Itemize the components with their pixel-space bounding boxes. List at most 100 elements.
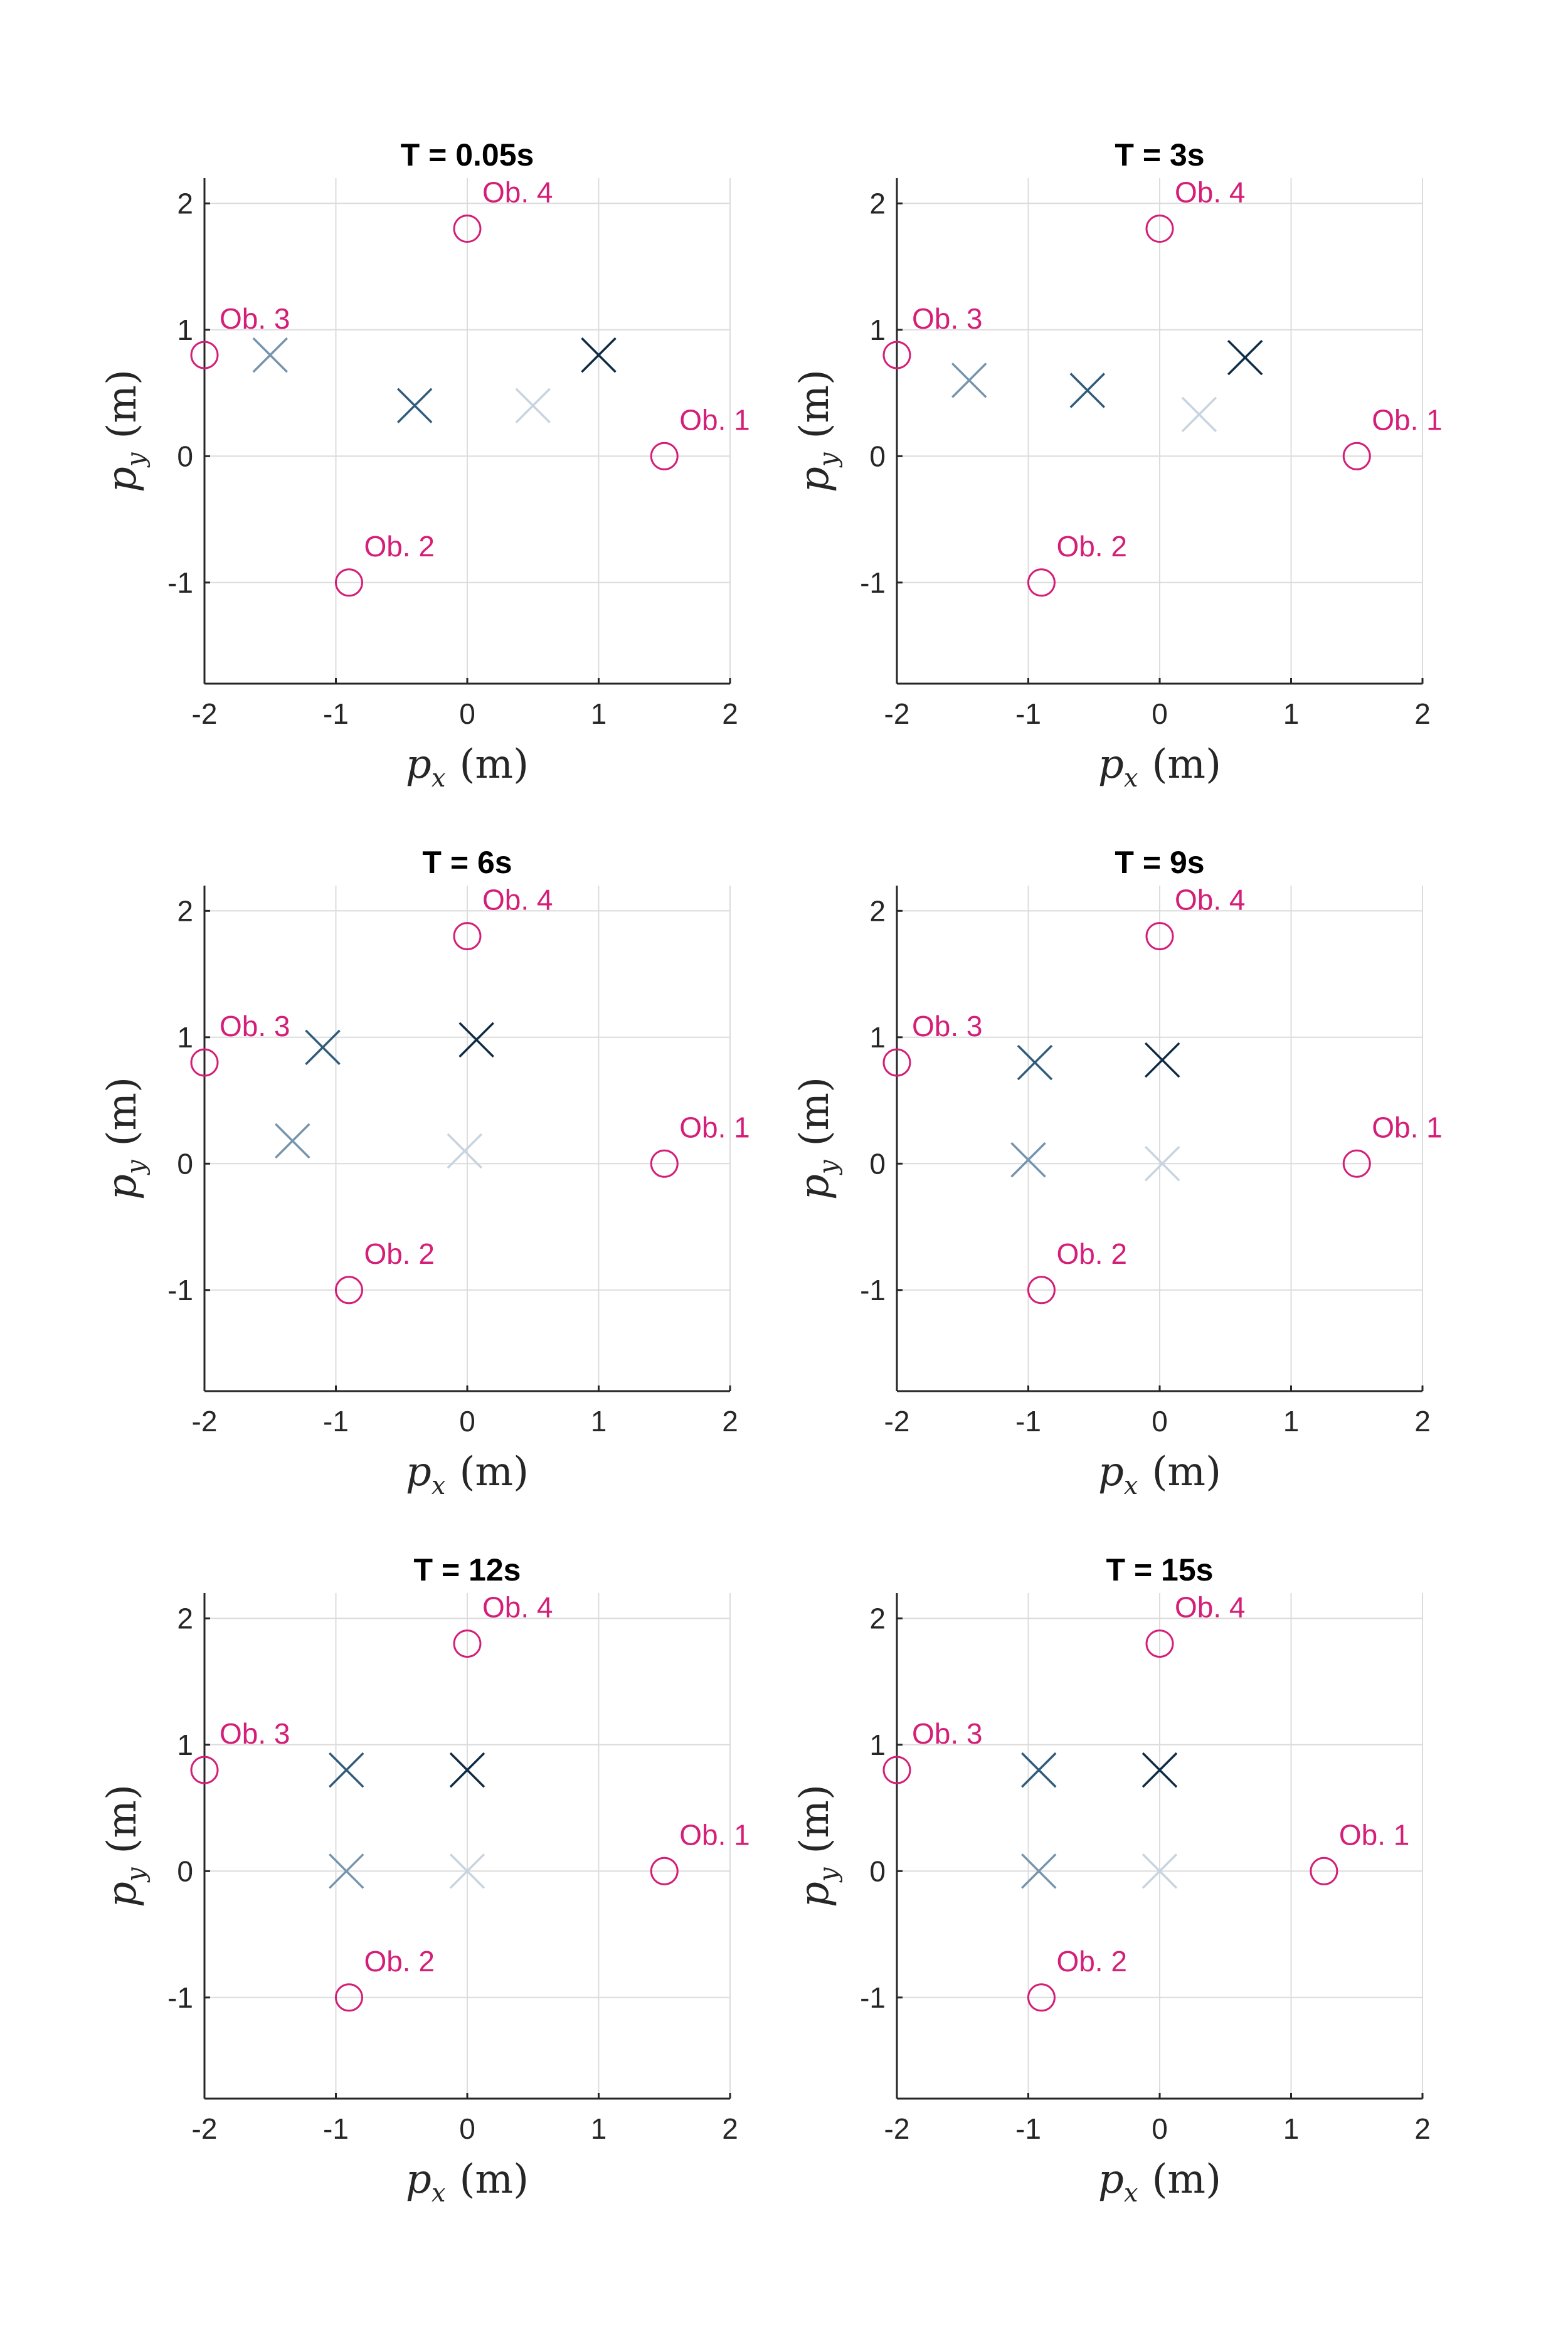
- y-tick-label: 2: [869, 894, 886, 927]
- x-tick-label: 0: [459, 697, 475, 730]
- panel-title: T = 3s: [1115, 137, 1204, 172]
- agent-marker-3: [275, 1123, 310, 1159]
- obstacle-label: Ob. 4: [1175, 176, 1246, 209]
- chart-panel-1: -2 -1 0 1 2 -1 0 1 2 T = 0.05s px (m) py(m) Ob. 1 Ob. …: [99, 137, 750, 793]
- agent-marker-stroke: [275, 1123, 310, 1159]
- agent-marker-2: [1069, 373, 1106, 408]
- agent-marker-stroke: [458, 1022, 494, 1058]
- panel-title: T = 9s: [1115, 845, 1204, 880]
- chart-panel-4: -2 -1 0 1 2 -1 0 1 2 T = 9s px (m) py(m) Ob. 1 Ob. 2 Ob…: [792, 845, 1443, 1500]
- obstacle-marker: [650, 442, 679, 470]
- x-tick-label: 0: [459, 2112, 475, 2145]
- y-tick-label: 2: [177, 1602, 193, 1634]
- obstacle-marker: [453, 922, 482, 951]
- obstacle-marker: [1145, 215, 1174, 243]
- x-tick-label: -1: [1015, 1405, 1041, 1438]
- panel-title: T = 0.05s: [401, 137, 534, 172]
- agent-marker-stroke: [305, 1029, 341, 1066]
- agent-marker-stroke: [1142, 1752, 1178, 1788]
- agent-marker-stroke: [581, 337, 617, 373]
- y-tick-label: 2: [177, 894, 193, 927]
- obstacle-label: Ob. 3: [912, 1010, 983, 1042]
- obstacle-label: Ob. 2: [1056, 1237, 1127, 1270]
- agent-marker-4: [1142, 1853, 1178, 1889]
- agent-marker-stroke: [1181, 396, 1217, 433]
- x-tick-label: -2: [192, 2112, 218, 2145]
- y-tick-label: 1: [177, 1729, 193, 1761]
- agent-marker-stroke: [1069, 373, 1106, 408]
- x-tick-label: 0: [1152, 1405, 1168, 1438]
- agent-marker-stroke: [1021, 1752, 1057, 1788]
- x-tick-label: -2: [192, 697, 218, 730]
- obstacle-marker: [334, 1983, 363, 2012]
- y-tick-label: 0: [869, 1855, 886, 1887]
- obstacle-marker: [190, 341, 219, 369]
- y-tick-label: -1: [167, 566, 193, 599]
- obstacle-label: Ob. 1: [679, 1818, 750, 1851]
- y-axis-label: py(m): [99, 1077, 151, 1200]
- agent-marker-1: [1227, 339, 1263, 376]
- y-tick-label: -1: [167, 1981, 193, 2014]
- agent-marker-stroke: [449, 1752, 485, 1788]
- obstacle-marker: [882, 1048, 911, 1077]
- y-axis-label: py(m): [792, 1077, 843, 1200]
- chart-panel-6: -2 -1 0 1 2 -1 0 1 2 T = 15s px (m) py(m) Ob. 1 Ob. 2 O…: [792, 1552, 1431, 2208]
- y-tick-label: 1: [177, 314, 193, 346]
- x-tick-label: -1: [1015, 697, 1041, 730]
- obstacle-marker: [1145, 922, 1174, 951]
- obstacle-label: Ob. 3: [220, 302, 290, 335]
- obstacle-label: Ob. 1: [1372, 1111, 1443, 1143]
- x-tick-label: 2: [722, 2112, 738, 2145]
- agent-marker-4: [1181, 396, 1217, 433]
- obstacle-marker: [453, 215, 482, 243]
- obstacle-label: Ob. 1: [1372, 403, 1443, 436]
- panel-title: T = 6s: [422, 845, 512, 880]
- obstacle-label: Ob. 3: [912, 1717, 983, 1750]
- obstacle-label: Ob. 4: [1175, 1591, 1246, 1624]
- agent-marker-4: [449, 1853, 485, 1889]
- agent-marker-stroke: [447, 1133, 483, 1169]
- panel-title: T = 12s: [414, 1552, 521, 1587]
- agent-marker-stroke: [1144, 1042, 1180, 1078]
- obstacle-label: Ob. 2: [364, 530, 435, 563]
- obstacle-marker: [882, 1756, 911, 1784]
- agent-marker-stroke: [1227, 339, 1263, 376]
- agent-marker-stroke: [1144, 1146, 1180, 1182]
- x-tick-label: 0: [1152, 697, 1168, 730]
- obstacle-label: Ob. 3: [220, 1717, 290, 1750]
- agent-marker-3: [329, 1853, 364, 1889]
- x-tick-label: 0: [1152, 2112, 1168, 2145]
- y-axis-label: py(m): [99, 1784, 151, 1907]
- obstacle-label: Ob. 4: [1175, 884, 1246, 916]
- y-tick-label: -1: [167, 1274, 193, 1306]
- obstacle-marker: [882, 341, 911, 369]
- x-tick-label: 2: [1414, 1405, 1431, 1438]
- agent-marker-stroke: [396, 388, 433, 423]
- agent-marker-stroke: [515, 388, 551, 423]
- obstacle-label: Ob. 1: [1339, 1818, 1410, 1851]
- x-axis-label: px (m): [406, 741, 529, 793]
- obstacle-marker: [1342, 1149, 1371, 1178]
- y-axis-label: py(m): [792, 1784, 843, 1907]
- obstacle-marker: [334, 1276, 363, 1305]
- agent-marker-stroke: [951, 363, 987, 398]
- x-tick-label: 1: [1283, 2112, 1300, 2145]
- obstacle-marker: [1342, 442, 1371, 470]
- y-tick-label: 2: [869, 1602, 886, 1634]
- x-tick-label: 1: [591, 697, 607, 730]
- y-tick-label: -1: [860, 1274, 886, 1306]
- obstacle-label: Ob. 3: [220, 1010, 290, 1042]
- x-axis-label: px (m): [1098, 741, 1221, 793]
- chart-panel-3: -2 -1 0 1 2 -1 0 1 2 T = 6s px (m) py(m) Ob. 1 Ob. 2 Ob…: [99, 845, 750, 1500]
- agent-marker-1: [1144, 1042, 1180, 1078]
- y-tick-label: 2: [869, 187, 886, 220]
- obstacle-marker: [190, 1756, 219, 1784]
- obstacle-marker: [1310, 1857, 1338, 1885]
- y-tick-label: 0: [177, 440, 193, 472]
- x-tick-label: 2: [722, 697, 738, 730]
- x-axis-label: px (m): [406, 1449, 529, 1500]
- x-axis-label: px (m): [1098, 2156, 1221, 2208]
- obstacle-label: Ob. 2: [1056, 1945, 1127, 1978]
- agent-marker-3: [1010, 1142, 1046, 1178]
- x-tick-label: 2: [722, 1405, 738, 1438]
